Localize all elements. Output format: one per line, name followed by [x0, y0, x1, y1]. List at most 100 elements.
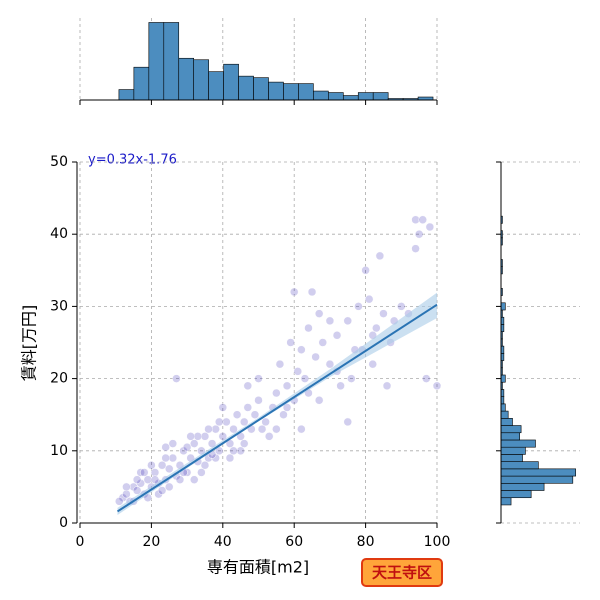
- histogram-bar: [500, 446, 526, 455]
- point: [368, 359, 377, 369]
- histogram-bar: [178, 57, 195, 101]
- y-tick-label: 50: [50, 154, 68, 170]
- x-tick-label: 20: [142, 534, 160, 550]
- point: [379, 309, 388, 318]
- point: [304, 323, 313, 333]
- point: [229, 446, 238, 456]
- histogram-bar: [238, 75, 254, 101]
- point: [132, 486, 142, 495]
- x-tick-label: 100: [424, 534, 451, 550]
- histogram-bar: [500, 497, 512, 506]
- point: [136, 479, 145, 488]
- point: [289, 287, 299, 297]
- point: [425, 222, 435, 232]
- point: [239, 417, 249, 427]
- point: [275, 359, 285, 369]
- point: [132, 475, 142, 484]
- point: [122, 489, 131, 499]
- point: [293, 367, 303, 376]
- histogram-bar: [500, 468, 576, 477]
- point: [411, 244, 420, 253]
- point: [314, 309, 324, 318]
- point: [204, 424, 213, 434]
- histogram-bar: [500, 439, 536, 448]
- y-axis-label: 賃料[万円]: [20, 305, 39, 382]
- point: [314, 396, 324, 405]
- point: [165, 482, 174, 492]
- point: [361, 266, 370, 275]
- histogram-bar: [372, 92, 389, 101]
- point: [122, 482, 131, 492]
- point: [211, 453, 220, 463]
- point: [264, 432, 274, 441]
- histogram-bar: [208, 71, 224, 101]
- point: [175, 475, 185, 484]
- point: [232, 410, 242, 419]
- point: [354, 302, 363, 311]
- point: [179, 446, 188, 456]
- histogram-bar: [193, 59, 209, 101]
- point: [336, 381, 345, 391]
- histogram-bar: [500, 432, 520, 441]
- confidence-band: [117, 292, 438, 516]
- point: [286, 338, 295, 347]
- point: [422, 374, 431, 383]
- point: [136, 468, 145, 477]
- point: [157, 460, 167, 470]
- point: [218, 403, 228, 412]
- point: [243, 403, 253, 412]
- histogram-bar: [500, 410, 509, 419]
- point: [282, 381, 292, 391]
- point: [229, 424, 238, 434]
- point: [243, 381, 253, 391]
- point: [250, 410, 260, 419]
- badge: 天王寺区: [372, 564, 432, 582]
- point: [325, 316, 335, 326]
- point: [300, 374, 310, 383]
- histogram-bar: [283, 83, 299, 101]
- histogram-bar: [118, 89, 135, 101]
- point: [318, 338, 328, 347]
- point: [411, 215, 420, 225]
- x-tick-label: 80: [357, 534, 375, 550]
- point: [418, 215, 427, 225]
- point: [332, 331, 342, 340]
- histogram-bar: [500, 425, 522, 434]
- point: [222, 417, 231, 427]
- histogram-bar: [500, 475, 574, 484]
- point: [168, 439, 178, 448]
- point: [154, 489, 163, 499]
- histogram-bar: [500, 490, 532, 499]
- histogram-bar: [313, 90, 329, 101]
- histogram-bar: [500, 461, 539, 470]
- point: [343, 417, 352, 427]
- point: [211, 424, 220, 434]
- point: [261, 417, 270, 427]
- histogram-bar: [268, 81, 284, 101]
- point: [161, 442, 170, 452]
- point: [254, 374, 263, 383]
- histogram-bar: [133, 66, 150, 101]
- point: [254, 396, 263, 405]
- point: [364, 294, 374, 304]
- point: [168, 453, 178, 463]
- point: [239, 439, 249, 448]
- point: [182, 442, 192, 452]
- point: [325, 359, 335, 369]
- histogram-bar: [500, 418, 513, 426]
- point: [382, 381, 392, 391]
- point: [165, 464, 174, 474]
- regression-line: [116, 303, 438, 513]
- histogram-bar: [148, 22, 165, 101]
- histogram-bar: [500, 454, 523, 462]
- histogram-bar: [500, 482, 545, 491]
- point: [172, 374, 181, 383]
- point: [147, 460, 156, 470]
- point: [372, 323, 381, 333]
- histogram-bar: [500, 302, 506, 311]
- histogram-bar: [253, 77, 269, 101]
- point: [193, 432, 203, 441]
- histogram-bar: [357, 92, 374, 101]
- point: [397, 302, 406, 311]
- y-tick-label: 0: [59, 515, 68, 531]
